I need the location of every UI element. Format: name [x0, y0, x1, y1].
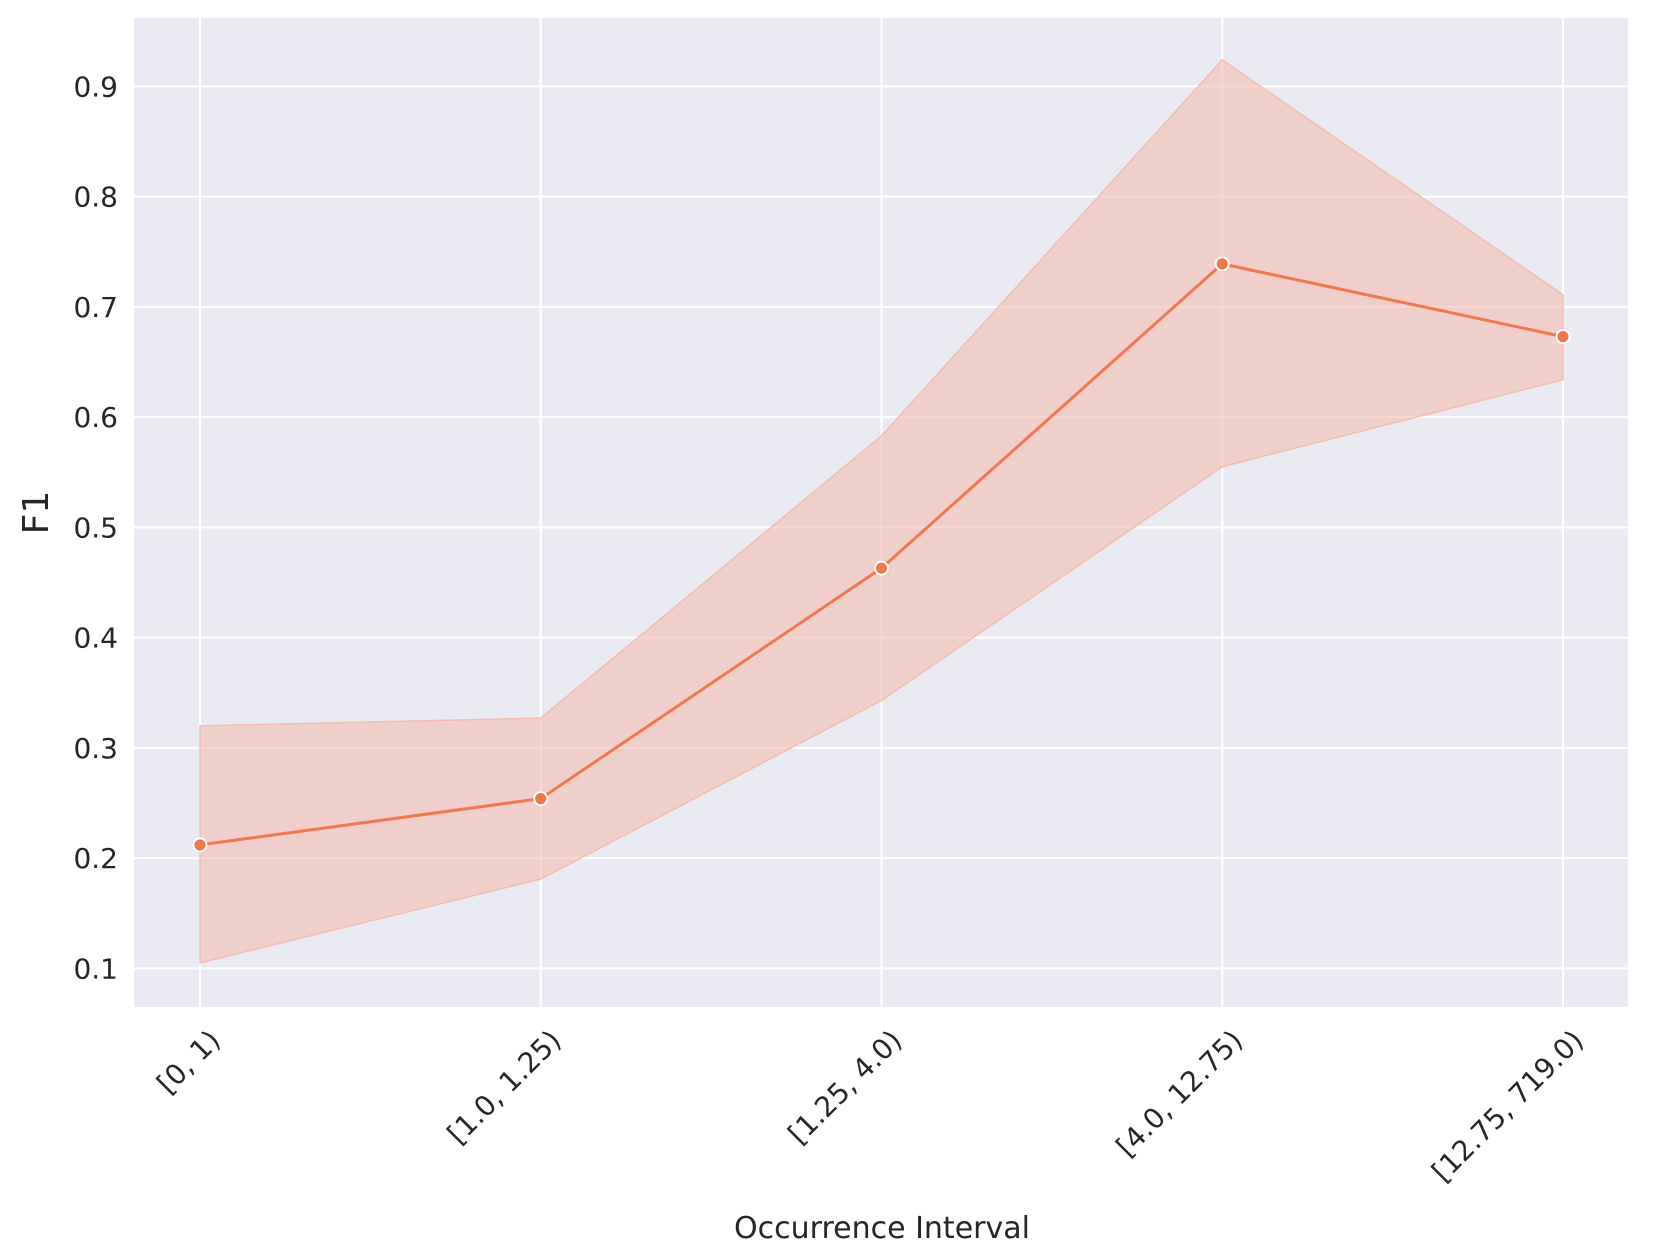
- y-tick-label: 0.9: [73, 70, 118, 103]
- y-tick-label: 0.5: [73, 511, 118, 544]
- x-tick-label: [1.0, 1.25): [441, 1024, 568, 1151]
- x-tick-label: [1.25, 4.0): [782, 1024, 909, 1151]
- ci-band-area: [199, 58, 1564, 964]
- y-tick-label: 0.2: [73, 842, 118, 875]
- y-tick-label: 0.8: [73, 181, 118, 214]
- data-point: [1214, 256, 1230, 272]
- x-tick-labels: [0, 1) [1.0, 1.25) [1.25, 4.0) [4.0, 12.75)…: [150, 1024, 1590, 1189]
- data-point: [874, 560, 889, 576]
- y-tick-label: 0.3: [73, 732, 118, 765]
- x-tick-label: [12.75, 719.0): [1425, 1024, 1590, 1189]
- data-point: [533, 791, 549, 807]
- data-point: [192, 837, 208, 853]
- data-point: [1555, 329, 1571, 345]
- y-axis-label: F1: [16, 491, 57, 535]
- x-axis-label: Occurrence Interval: [734, 1211, 1030, 1246]
- confidence-band: [199, 58, 1564, 964]
- y-tick-label: 0.7: [73, 291, 118, 324]
- x-tick-label: [4.0, 12.75): [1110, 1024, 1250, 1164]
- x-tick-label: [0, 1): [150, 1024, 227, 1101]
- y-tick-label: 0.1: [73, 952, 118, 985]
- y-tick-labels: 0.1 0.2 0.3 0.4 0.5 0.6 0.7 0.8 0.9: [73, 70, 118, 985]
- y-tick-label: 0.6: [73, 401, 118, 434]
- data-points: [192, 256, 1571, 853]
- y-tick-label: 0.4: [73, 622, 118, 655]
